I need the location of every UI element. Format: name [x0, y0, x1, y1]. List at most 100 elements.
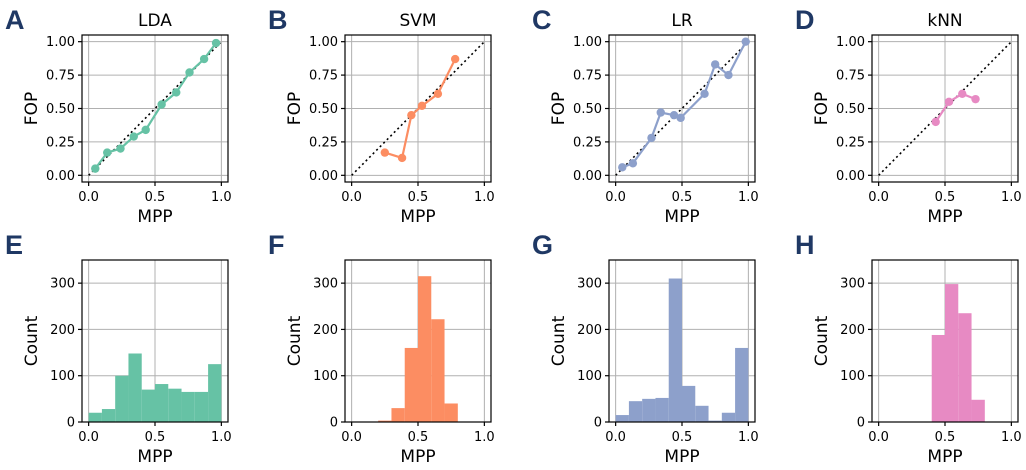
calibration-point: [211, 38, 221, 48]
panel-b: 0.0 0.5 1.0 0.00 0.25 0.50 0.75 1.00 SVM MPP FOP B: [268, 5, 495, 227]
panel-h: 0.0 0.5 1.0 0 100 200 300 MPP Count H: [795, 230, 1022, 467]
y-tick-label: 0.00: [836, 169, 865, 184]
y-tick-label: 0.50: [309, 102, 338, 117]
y-tick-label: 100: [577, 369, 602, 384]
x-axis-label: MPP: [400, 207, 435, 227]
y-tick-label: 0.75: [309, 69, 338, 84]
x-axis-label: MPP: [400, 447, 435, 467]
x-tick-label: 1.0: [738, 430, 759, 445]
calibration-point: [129, 132, 138, 141]
histogram-bar: [404, 347, 418, 422]
y-tick-label: 0.50: [46, 102, 75, 117]
histogram-bar: [101, 409, 116, 422]
histogram-bar: [115, 375, 129, 422]
calibration-point: [91, 164, 100, 173]
y-tick-label: 300: [577, 277, 602, 292]
y-tick-label: 100: [50, 369, 75, 384]
histogram-bar: [418, 276, 432, 422]
panel-c: 0.0 0.5 1.0 0.00 0.25 0.50 0.75 1.00 LR MPP FOP C: [532, 5, 759, 227]
histogram-bar: [971, 399, 985, 422]
calibration-point: [450, 54, 460, 64]
calibration-point: [116, 144, 125, 153]
y-tick-label: 0.50: [573, 102, 602, 117]
calibration-point: [618, 163, 627, 172]
x-tick-label: 0.0: [605, 430, 626, 445]
histogram-bar: [655, 397, 669, 422]
y-tick-label: 1.00: [836, 35, 865, 50]
panel-title: SVM: [399, 11, 436, 31]
panel-e: 0.0 0.5 1.0 0 100 200 300 MPP Count E: [5, 230, 232, 467]
histogram-bar: [642, 398, 656, 422]
calibration-point: [971, 94, 980, 104]
panel-letter: B: [268, 5, 288, 35]
y-tick-label: 200: [313, 323, 338, 338]
calibration-point: [958, 89, 967, 99]
calibration-point: [647, 133, 656, 143]
y-tick-label: 0.75: [573, 69, 602, 84]
calibration-point: [433, 89, 443, 99]
y-tick-label: 0.00: [309, 169, 338, 184]
y-tick-label: 100: [840, 369, 865, 384]
axes-frame: [344, 259, 492, 423]
calibration-point: [172, 88, 181, 97]
y-tick-label: 0.00: [46, 169, 75, 184]
panel-title: kNN: [927, 11, 962, 31]
calibration-point: [417, 101, 427, 111]
y-tick-label: 0.75: [46, 69, 75, 84]
y-tick-label: 0.25: [46, 135, 75, 150]
axes-frame: [81, 259, 229, 423]
x-tick-label: 0.0: [605, 190, 626, 205]
calibration-point: [103, 148, 112, 157]
histogram-bar: [128, 353, 142, 422]
histogram-bar: [735, 347, 749, 422]
y-tick-label: 300: [50, 277, 75, 292]
x-axis-label: MPP: [664, 207, 699, 227]
y-axis-label: Count: [285, 315, 305, 366]
x-axis-label: MPP: [927, 447, 962, 467]
y-axis-label: Count: [22, 315, 42, 366]
y-tick-label: 300: [840, 277, 865, 292]
y-tick-label: 200: [840, 323, 865, 338]
axes-frame: [344, 34, 492, 183]
x-tick-label: 0.5: [935, 190, 956, 205]
axes-frame: [871, 259, 1019, 423]
x-axis-label: MPP: [664, 447, 699, 467]
y-tick-label: 100: [313, 369, 338, 384]
x-tick-label: 0.5: [145, 430, 166, 445]
y-axis-label: FOP: [22, 92, 42, 125]
x-tick-label: 1.0: [474, 190, 495, 205]
calibration-point: [944, 97, 954, 107]
histogram-bar: [168, 388, 182, 422]
y-tick-label: 200: [577, 323, 602, 338]
panel-letter: H: [795, 230, 815, 260]
calibration-point: [710, 60, 720, 69]
y-axis-label: FOP: [549, 92, 569, 125]
axes-frame: [608, 34, 756, 183]
panel-g: 0.0 0.5 1.0 0 100 200 300 MPP Count G: [532, 230, 759, 467]
histogram-bar: [208, 364, 222, 422]
x-tick-label: 0.5: [672, 190, 693, 205]
panel-letter: C: [532, 5, 552, 35]
y-tick-label: 1.00: [46, 35, 75, 50]
histogram-bar: [628, 401, 643, 422]
histogram-bar: [378, 420, 392, 422]
calibration-point: [157, 100, 166, 109]
y-axis-label: Count: [549, 315, 569, 366]
histogram-bar: [695, 405, 709, 422]
calibration-point: [407, 110, 416, 120]
axes-frame: [81, 34, 229, 183]
histogram-bar: [682, 385, 696, 422]
calibration-point: [380, 148, 390, 157]
calibration-series-line: [934, 92, 976, 123]
histogram-bar: [708, 420, 722, 422]
x-tick-label: 0.0: [868, 430, 889, 445]
x-tick-label: 1.0: [1001, 430, 1022, 445]
calibration-point: [931, 117, 940, 127]
x-tick-label: 0.0: [78, 190, 99, 205]
y-tick-label: 200: [50, 323, 75, 338]
x-tick-label: 1.0: [738, 190, 759, 205]
perfect-calibration-line: [351, 41, 485, 176]
x-tick-label: 0.0: [341, 190, 362, 205]
calibration-point: [700, 89, 709, 99]
